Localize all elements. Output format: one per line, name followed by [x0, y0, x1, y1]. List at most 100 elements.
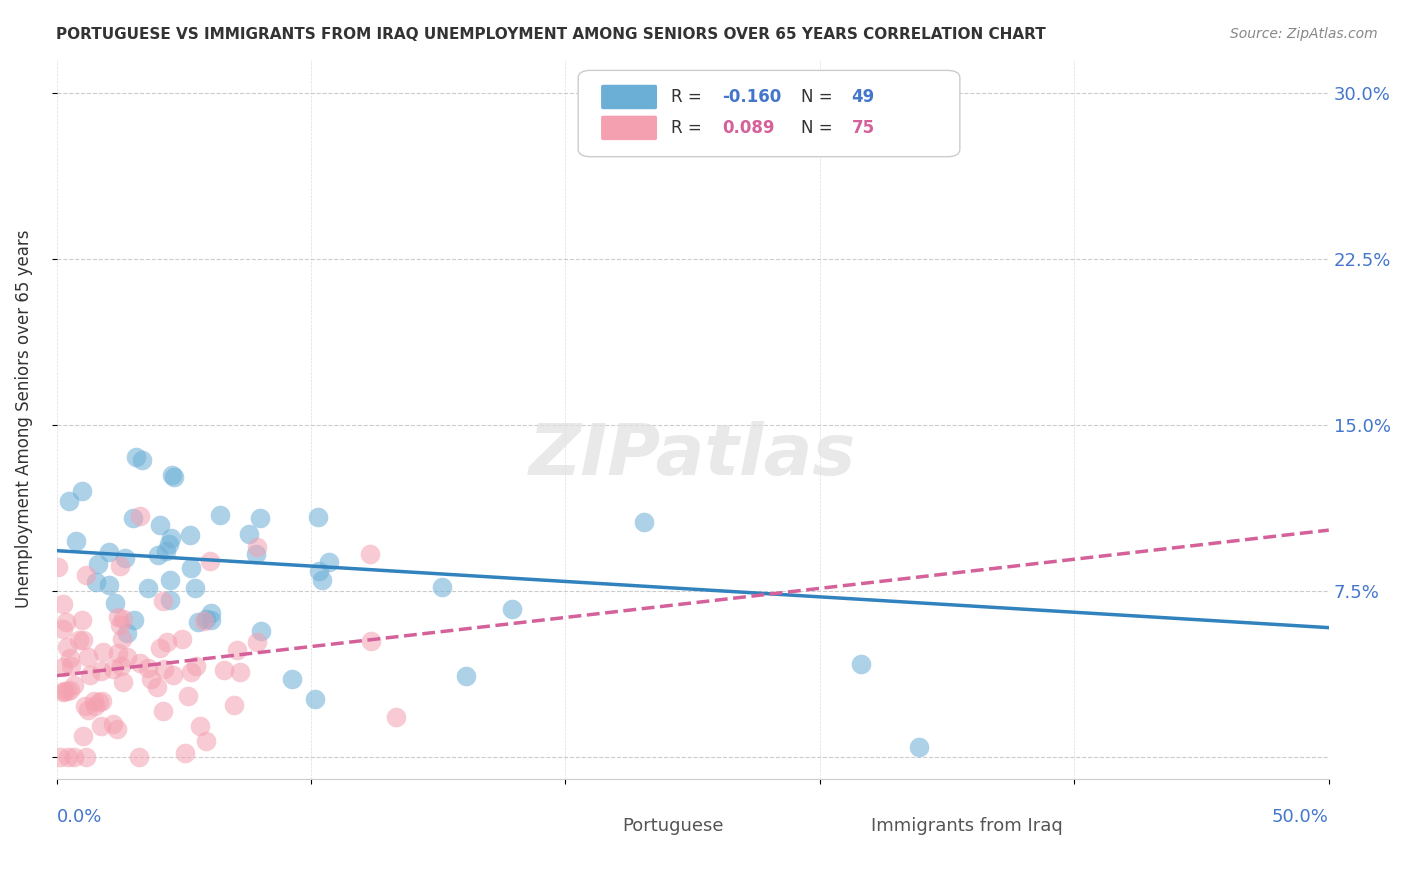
Point: [385, 710, 408, 724]
Point: [101, 716, 124, 731]
Point: [304, 692, 326, 706]
Point: [250, 624, 273, 638]
Point: [152, 704, 174, 718]
Point: [114, 551, 136, 566]
Point: [311, 573, 333, 587]
Point: [67, 632, 90, 647]
Text: PORTUGUESE VS IMMIGRANTS FROM IRAQ UNEMPLOYMENT AMONG SENIORS OVER 65 YEARS CORR: PORTUGUESE VS IMMIGRANTS FROM IRAQ UNEMP…: [56, 27, 1046, 42]
Point: [633, 515, 655, 529]
Point: [177, 689, 200, 703]
Point: [110, 658, 132, 673]
Point: [65, 534, 87, 549]
Point: [56, 640, 79, 654]
Point: [198, 553, 221, 567]
Point: [52, 660, 75, 674]
Point: [49, 749, 72, 764]
Point: [70, 483, 93, 498]
Point: [59, 651, 82, 665]
Point: [249, 511, 271, 525]
Text: N =: N =: [801, 119, 838, 136]
Point: [111, 612, 134, 626]
Point: [86, 558, 108, 572]
Point: [307, 509, 329, 524]
Point: [152, 662, 174, 676]
Point: [77, 650, 100, 665]
Point: [128, 749, 150, 764]
Point: [149, 518, 172, 533]
Point: [73, 698, 96, 713]
Point: [75, 567, 97, 582]
Point: [110, 618, 132, 632]
FancyBboxPatch shape: [602, 85, 657, 109]
Point: [155, 543, 177, 558]
Point: [52, 684, 75, 698]
Point: [908, 740, 931, 755]
Point: [318, 555, 340, 569]
Point: [91, 645, 114, 659]
Point: [105, 722, 128, 736]
Text: Source: ZipAtlas.com: Source: ZipAtlas.com: [1230, 27, 1378, 41]
Point: [159, 573, 181, 587]
Point: [59, 682, 82, 697]
Point: [180, 561, 202, 575]
Point: [107, 646, 129, 660]
Point: [56, 684, 79, 698]
Point: [430, 580, 453, 594]
Point: [193, 614, 215, 628]
Text: Portuguese: Portuguese: [623, 816, 724, 835]
Point: [117, 626, 139, 640]
Point: [53, 684, 76, 698]
Point: [131, 452, 153, 467]
Point: [149, 640, 172, 655]
Point: [200, 606, 222, 620]
Point: [83, 699, 105, 714]
FancyBboxPatch shape: [578, 70, 960, 157]
Text: 0.089: 0.089: [721, 119, 775, 136]
Point: [101, 662, 124, 676]
Point: [104, 596, 127, 610]
Point: [98, 544, 121, 558]
Point: [162, 667, 184, 681]
Point: [83, 694, 105, 708]
Point: [174, 746, 197, 760]
Point: [72, 729, 94, 743]
Point: [501, 602, 523, 616]
Point: [52, 597, 75, 611]
Point: [456, 669, 478, 683]
Point: [280, 672, 302, 686]
Text: Immigrants from Iraq: Immigrants from Iraq: [870, 816, 1063, 835]
Point: [184, 581, 207, 595]
Point: [77, 703, 100, 717]
Point: [246, 635, 269, 649]
Point: [246, 540, 269, 554]
Point: [129, 656, 152, 670]
Point: [162, 467, 184, 482]
Point: [208, 508, 231, 522]
Point: [79, 668, 101, 682]
Point: [84, 575, 107, 590]
Point: [72, 613, 94, 627]
Point: [157, 537, 180, 551]
Point: [163, 470, 186, 484]
Point: [129, 509, 152, 524]
Point: [98, 578, 121, 592]
Point: [136, 581, 159, 595]
Point: [55, 615, 77, 629]
FancyBboxPatch shape: [782, 807, 865, 844]
Point: [160, 531, 183, 545]
Point: [172, 632, 194, 646]
Point: [156, 635, 179, 649]
Point: [121, 511, 143, 525]
Point: [225, 643, 247, 657]
Point: [308, 564, 330, 578]
Point: [179, 528, 201, 542]
Point: [360, 634, 382, 648]
Point: [184, 658, 207, 673]
Point: [222, 698, 245, 712]
Point: [136, 660, 159, 674]
Point: [59, 658, 82, 673]
Text: R =: R =: [671, 119, 707, 136]
Point: [90, 665, 112, 679]
Point: [152, 594, 174, 608]
Point: [58, 494, 80, 508]
